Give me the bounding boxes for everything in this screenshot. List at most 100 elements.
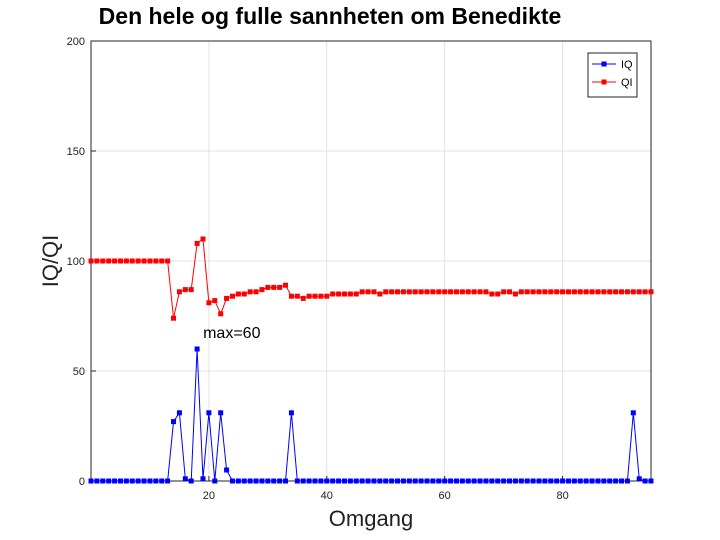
data-point-iq [336, 478, 342, 484]
data-point-qi [524, 289, 530, 295]
data-point-qi [171, 315, 177, 321]
data-point-iq [577, 478, 583, 484]
data-point-qi [512, 291, 518, 297]
data-point-qi [241, 291, 247, 297]
data-point-qi [206, 300, 212, 306]
data-point-qi [465, 289, 471, 295]
data-point-iq [436, 478, 442, 484]
data-point-iq [459, 478, 465, 484]
data-point-qi [176, 289, 182, 295]
data-point-qi [471, 289, 477, 295]
data-point-iq [159, 478, 165, 484]
data-point-iq [389, 478, 395, 484]
data-point-iq [601, 478, 607, 484]
data-point-iq [501, 478, 507, 484]
data-point-iq [412, 478, 418, 484]
data-point-qi [595, 289, 601, 295]
data-point-qi [571, 289, 577, 295]
data-point-qi [188, 287, 194, 293]
data-point-qi [336, 291, 342, 297]
data-point-qi [371, 289, 377, 295]
data-point-iq [359, 478, 365, 484]
y-tick-label: 100 [67, 256, 85, 268]
data-point-qi [318, 293, 324, 299]
data-point-iq [253, 478, 259, 484]
series-qi [88, 236, 654, 321]
data-point-qi [330, 291, 336, 297]
data-point-qi [353, 291, 359, 297]
data-point-qi [459, 289, 465, 295]
x-axis-label: Omgang [329, 506, 413, 531]
data-point-qi [265, 284, 271, 290]
data-point-iq [312, 478, 318, 484]
data-point-iq [595, 478, 601, 484]
data-point-qi [507, 289, 513, 295]
data-point-iq [406, 478, 412, 484]
data-point-qi [306, 293, 312, 299]
data-point-qi [277, 284, 283, 290]
data-point-qi [182, 287, 188, 293]
data-point-qi [536, 289, 542, 295]
x-tick-label: 40 [321, 490, 333, 502]
data-point-qi [624, 289, 630, 295]
data-point-iq [524, 478, 530, 484]
data-point-iq [495, 478, 501, 484]
data-point-iq [88, 478, 94, 484]
y-tick-label: 200 [67, 36, 85, 48]
data-point-qi [141, 258, 147, 264]
data-point-qi [288, 293, 294, 299]
data-point-iq [471, 478, 477, 484]
data-point-iq [188, 478, 194, 484]
data-point-iq [288, 410, 294, 416]
data-point-iq [589, 478, 595, 484]
data-point-iq [453, 478, 459, 484]
data-point-qi [636, 289, 642, 295]
data-point-qi [389, 289, 395, 295]
data-point-qi [106, 258, 112, 264]
data-point-qi [135, 258, 141, 264]
data-point-iq [371, 478, 377, 484]
data-point-iq [377, 478, 383, 484]
data-point-iq [94, 478, 100, 484]
data-point-qi [253, 289, 259, 295]
data-point-iq [483, 478, 489, 484]
y-tick-label: 150 [67, 146, 85, 158]
data-point-iq [636, 476, 642, 482]
data-point-iq [536, 478, 542, 484]
data-point-qi [324, 293, 330, 299]
data-point-qi [224, 295, 230, 301]
y-tick-label: 50 [73, 366, 85, 378]
data-point-iq [318, 478, 324, 484]
data-point-iq [548, 478, 554, 484]
data-point-iq [129, 478, 135, 484]
data-point-qi [88, 258, 94, 264]
legend-box [587, 52, 638, 98]
data-point-iq [235, 478, 241, 484]
data-point-iq [619, 478, 625, 484]
data-point-iq [123, 478, 129, 484]
data-point-iq [542, 478, 548, 484]
data-point-iq [613, 478, 619, 484]
data-point-iq [117, 478, 123, 484]
max-annotation: max=60 [203, 325, 260, 342]
legend-label: QI [621, 77, 633, 89]
data-point-iq [347, 478, 353, 484]
data-point-qi [630, 289, 636, 295]
data-point-iq [171, 419, 177, 425]
data-point-qi [477, 289, 483, 295]
data-point-iq [341, 478, 347, 484]
data-point-iq [530, 478, 536, 484]
data-point-qi [341, 291, 347, 297]
data-point-iq [112, 478, 118, 484]
data-point-qi [377, 291, 383, 297]
y-tick-label: 0 [79, 476, 85, 488]
data-point-iq [200, 476, 206, 482]
data-point-qi [159, 258, 165, 264]
data-point-qi [153, 258, 159, 264]
data-point-qi [607, 289, 613, 295]
data-point-iq [418, 478, 424, 484]
data-point-iq [135, 478, 141, 484]
data-point-qi [359, 289, 365, 295]
data-point-qi [271, 284, 277, 290]
data-point-iq [465, 478, 471, 484]
